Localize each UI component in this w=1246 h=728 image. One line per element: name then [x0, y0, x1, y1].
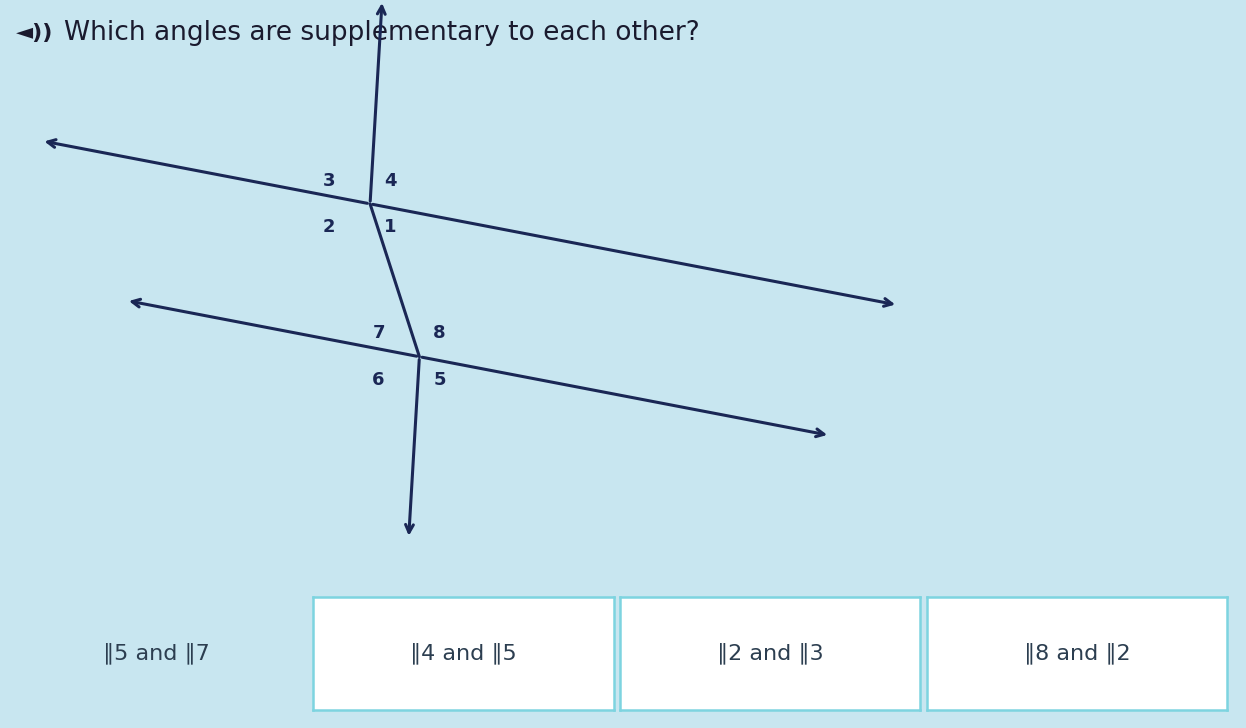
Text: Which angles are supplementary to each other?: Which angles are supplementary to each o…	[64, 20, 700, 46]
Text: 2: 2	[323, 218, 335, 236]
Text: ∥4 and ∥5: ∥4 and ∥5	[410, 643, 517, 664]
Text: 7: 7	[373, 325, 385, 342]
Text: 4: 4	[384, 172, 396, 189]
Text: ∥2 and ∥3: ∥2 and ∥3	[716, 643, 824, 664]
Text: ◄)): ◄))	[16, 23, 54, 43]
Text: 8: 8	[434, 325, 446, 342]
Text: 5: 5	[434, 371, 446, 389]
Text: 6: 6	[373, 371, 385, 389]
Text: ∥8 and ∥2: ∥8 and ∥2	[1024, 643, 1130, 664]
Text: ∥5 and ∥7: ∥5 and ∥7	[103, 643, 209, 664]
Text: 1: 1	[384, 218, 396, 236]
Text: 3: 3	[323, 172, 335, 189]
